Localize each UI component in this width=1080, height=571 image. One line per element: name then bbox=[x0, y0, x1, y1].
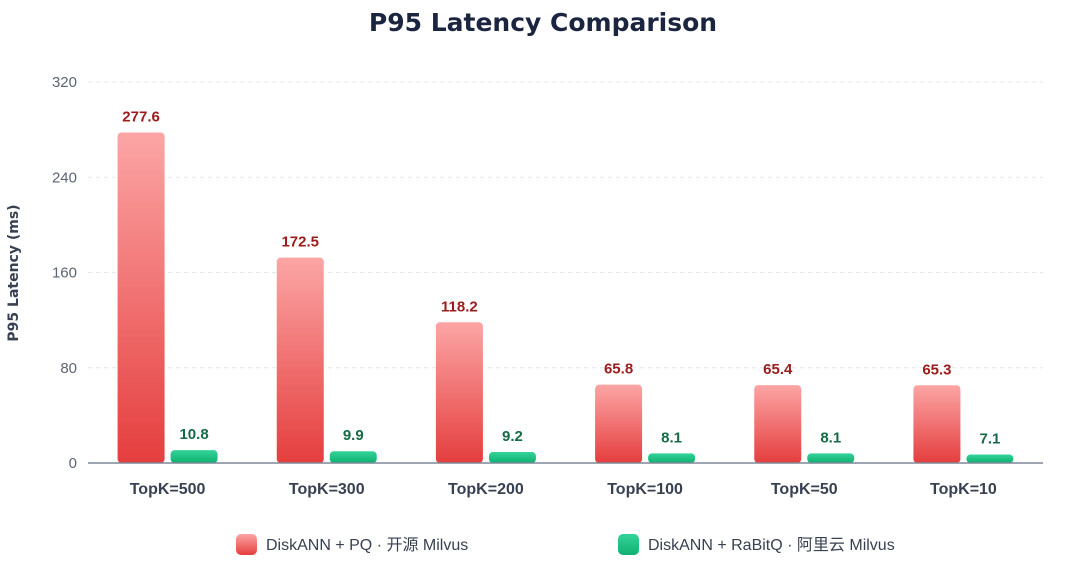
bar-rabitq bbox=[648, 453, 696, 463]
y-axis-ticks: 0 80 160 240 320 bbox=[52, 74, 77, 472]
data-label: 10.8 bbox=[179, 426, 208, 443]
data-label: 118.2 bbox=[441, 298, 478, 315]
y-tick-label: 320 bbox=[52, 74, 77, 91]
bar-pq bbox=[595, 384, 643, 463]
y-tick-label: 240 bbox=[52, 169, 77, 186]
data-label: 8.1 bbox=[661, 429, 682, 446]
x-tick-label: TopK=200 bbox=[448, 481, 524, 498]
legend: DiskANN + PQ · 开源 Milvus DiskANN + RaBitQ… bbox=[236, 534, 895, 555]
bar-pq bbox=[754, 385, 802, 463]
data-label: 9.2 bbox=[502, 428, 523, 445]
data-label: 9.9 bbox=[343, 427, 364, 444]
legend-item[interactable]: DiskANN + RaBitQ · 阿里云 Milvus bbox=[618, 534, 895, 555]
legend-label: DiskANN + RaBitQ · 阿里云 Milvus bbox=[648, 536, 895, 554]
data-label: 7.1 bbox=[979, 431, 1000, 448]
bar-rabitq bbox=[966, 454, 1014, 463]
data-label: 65.3 bbox=[922, 361, 951, 378]
bar-pq bbox=[435, 322, 483, 463]
x-tick-label: TopK=300 bbox=[289, 481, 365, 498]
legend-label: DiskANN + PQ · 开源 Milvus bbox=[266, 536, 468, 554]
bar-rabitq bbox=[329, 451, 377, 463]
x-tick-label: TopK=500 bbox=[130, 481, 206, 498]
data-label: 65.4 bbox=[763, 361, 793, 378]
bars: 277.6 10.8 172.5 9.9 118.2 9.2 65.8 8.1 65.4 8.1 6… bbox=[117, 108, 1014, 464]
y-tick-label: 80 bbox=[60, 360, 77, 377]
bar-rabitq bbox=[488, 452, 536, 463]
chart-title: P95 Latency Comparison bbox=[369, 8, 717, 37]
data-label: 172.5 bbox=[281, 234, 319, 251]
bar-pq bbox=[117, 132, 165, 464]
x-tick-label: TopK=10 bbox=[930, 481, 997, 498]
data-label: 8.1 bbox=[820, 429, 841, 446]
data-label: 277.6 bbox=[122, 108, 160, 125]
bar-rabitq bbox=[807, 453, 855, 463]
bar-pq bbox=[913, 385, 961, 463]
data-label: 65.8 bbox=[604, 361, 633, 378]
y-axis-label: P95 Latency (ms) bbox=[6, 204, 22, 341]
legend-item[interactable]: DiskANN + PQ · 开源 Milvus bbox=[236, 534, 468, 555]
x-tick-label: TopK=100 bbox=[607, 481, 683, 498]
grid-lines bbox=[88, 81, 1043, 369]
y-tick-label: 0 bbox=[69, 455, 77, 472]
bar-rabitq bbox=[170, 450, 218, 463]
x-tick-label: TopK=50 bbox=[771, 481, 838, 498]
legend-swatch bbox=[618, 534, 639, 555]
legend-swatch bbox=[236, 534, 257, 555]
y-tick-label: 160 bbox=[52, 265, 77, 282]
bar-pq bbox=[276, 257, 324, 463]
x-axis-ticks: TopK=500 TopK=300 TopK=200 TopK=100 TopK=50 T… bbox=[130, 481, 997, 498]
